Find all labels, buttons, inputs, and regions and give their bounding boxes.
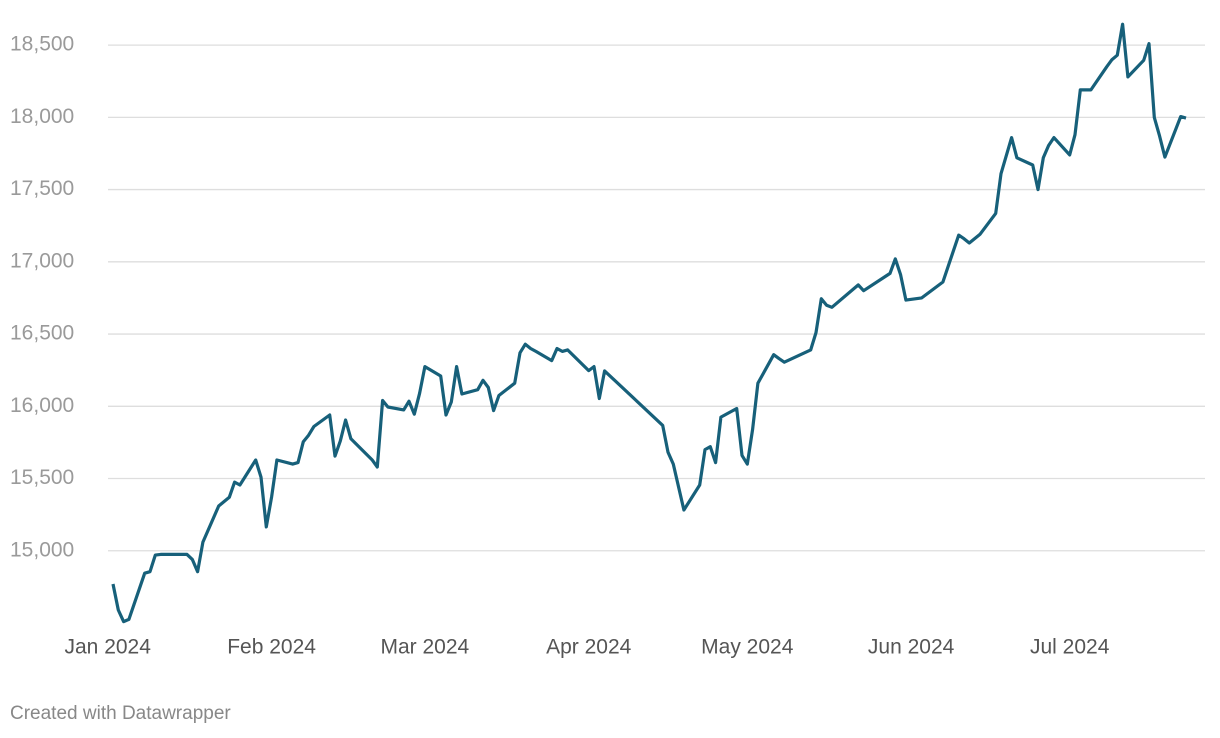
data-line [111, 22, 1187, 624]
y-tick-label: 15,000 [10, 538, 74, 561]
y-tick-label: 17,500 [10, 177, 74, 200]
x-tick-label: Feb 2024 [227, 636, 316, 659]
y-tick-label: 18,000 [10, 105, 74, 128]
y-tick-label: 16,500 [10, 322, 74, 345]
y-tick-label: 15,500 [10, 466, 74, 489]
x-tick-label: Jul 2024 [1030, 636, 1110, 659]
x-tick-label: Jun 2024 [868, 636, 955, 659]
y-tick-label: 16,000 [10, 394, 74, 417]
x-tick-label: Mar 2024 [380, 636, 469, 659]
credit: Created with Datawrapper [10, 703, 231, 724]
x-tick-label: Jan 2024 [65, 636, 152, 659]
x-tick-label: Apr 2024 [546, 636, 632, 659]
x-tick-label: May 2024 [701, 636, 794, 659]
y-tick-label: 17,000 [10, 249, 74, 272]
y-tick-label: 18,500 [10, 33, 74, 56]
